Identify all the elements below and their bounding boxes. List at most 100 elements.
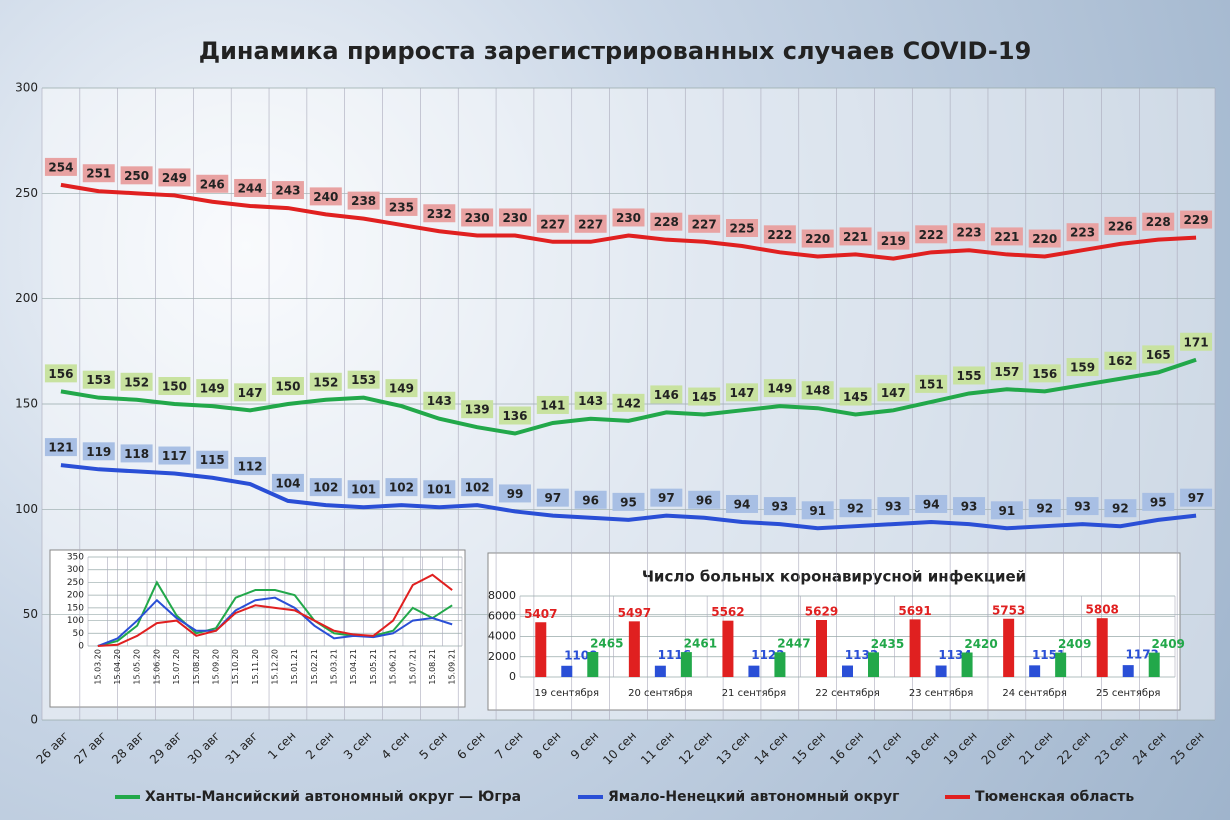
x-tick-label: 25 сентября bbox=[1096, 688, 1160, 699]
y-tick-label: 250 bbox=[67, 578, 84, 588]
value-label: 220 bbox=[805, 232, 830, 246]
value-label: 92 bbox=[847, 502, 864, 516]
value-label: 230 bbox=[502, 211, 527, 225]
series-line bbox=[97, 596, 453, 647]
x-tick-label: 12 сен bbox=[676, 729, 715, 768]
value-label-box bbox=[1066, 223, 1099, 242]
bar bbox=[842, 665, 853, 677]
x-tick-label: 22 сентября bbox=[815, 688, 879, 699]
value-label: 93 bbox=[772, 500, 789, 514]
value-label: 2465 bbox=[590, 637, 623, 651]
value-label: 95 bbox=[1150, 495, 1167, 509]
value-label: 115 bbox=[200, 453, 225, 467]
series-line bbox=[97, 580, 453, 647]
bar bbox=[587, 652, 599, 677]
x-tick-label: 13 сен bbox=[714, 729, 753, 768]
value-label: 229 bbox=[1184, 213, 1209, 227]
value-label-box bbox=[877, 231, 910, 250]
value-label: 96 bbox=[582, 493, 599, 507]
value-label-box bbox=[461, 208, 494, 227]
value-label-box bbox=[1028, 229, 1061, 248]
x-tick-label: 15.06.20 bbox=[152, 649, 161, 685]
value-label-box bbox=[158, 168, 191, 187]
x-tick-label: 15.09.20 bbox=[211, 649, 220, 685]
value-label: 2435 bbox=[871, 637, 904, 651]
value-label: 143 bbox=[578, 394, 603, 408]
value-label-box bbox=[385, 478, 418, 497]
value-label: 2447 bbox=[777, 637, 810, 651]
value-label-box bbox=[423, 391, 456, 410]
value-label-box bbox=[347, 480, 380, 499]
value-label-box bbox=[574, 391, 607, 410]
value-label-box bbox=[612, 393, 645, 412]
y-tick-label: 150 bbox=[15, 397, 38, 411]
value-label: 226 bbox=[1108, 219, 1133, 233]
value-label-box bbox=[574, 490, 607, 509]
value-label: 91 bbox=[809, 504, 826, 518]
bar bbox=[909, 619, 921, 677]
value-label-box bbox=[271, 377, 304, 395]
value-label-box bbox=[1066, 358, 1099, 377]
value-label: 244 bbox=[238, 181, 263, 195]
value-label-box bbox=[801, 229, 834, 248]
value-label-box bbox=[953, 223, 986, 242]
value-label-box bbox=[650, 385, 683, 404]
value-label-box bbox=[271, 181, 304, 200]
bar bbox=[1029, 665, 1041, 677]
value-label-box bbox=[839, 387, 872, 406]
x-tick-label: 27 авг bbox=[71, 729, 109, 767]
value-label: 92 bbox=[1112, 502, 1129, 516]
value-label-box bbox=[612, 492, 645, 511]
value-label-box bbox=[1104, 216, 1137, 235]
value-label: 102 bbox=[465, 481, 490, 495]
value-label-box bbox=[309, 478, 342, 497]
value-label-box bbox=[688, 387, 721, 406]
value-label: 221 bbox=[843, 230, 868, 244]
value-label-box bbox=[461, 478, 494, 497]
y-tick-label: 6000 bbox=[488, 609, 516, 622]
x-tick-label: 15.01.21 bbox=[290, 649, 299, 685]
value-label-box bbox=[990, 362, 1023, 381]
x-tick-label: 21 сен bbox=[1016, 729, 1055, 768]
value-label: 147 bbox=[729, 386, 754, 400]
value-label: 99 bbox=[507, 487, 524, 501]
value-label: 230 bbox=[465, 211, 490, 225]
value-label-box bbox=[1142, 492, 1175, 511]
value-label-box bbox=[953, 497, 986, 516]
value-label-box bbox=[44, 157, 77, 176]
x-tick-label: 19 сен bbox=[941, 729, 980, 768]
value-label: 5808 bbox=[1086, 603, 1119, 617]
bar bbox=[774, 652, 786, 677]
y-tick-label: 150 bbox=[67, 603, 84, 613]
value-label-box bbox=[536, 395, 569, 414]
value-label: 145 bbox=[843, 390, 868, 404]
value-label-box bbox=[574, 214, 607, 233]
value-label: 2461 bbox=[684, 637, 717, 651]
value-label-box bbox=[234, 383, 267, 402]
value-label-box bbox=[82, 442, 115, 461]
value-label: 159 bbox=[1070, 361, 1095, 375]
legend-label: Тюменская область bbox=[975, 789, 1134, 805]
value-label: 5753 bbox=[992, 603, 1025, 617]
value-label: 152 bbox=[313, 375, 338, 389]
value-label-box bbox=[309, 187, 342, 206]
y-tick-label: 200 bbox=[15, 291, 38, 305]
value-label: 142 bbox=[616, 396, 641, 410]
value-label-box bbox=[650, 488, 683, 507]
x-tick-label: 31 авг bbox=[223, 729, 261, 767]
value-label-box bbox=[196, 379, 229, 398]
value-label: 104 bbox=[275, 476, 300, 490]
value-label-box bbox=[120, 166, 153, 185]
value-label-box bbox=[82, 164, 115, 183]
value-label: 171 bbox=[1184, 335, 1209, 349]
x-tick-label: 2 сен bbox=[303, 729, 336, 762]
value-label-box bbox=[423, 204, 456, 223]
value-label-box bbox=[461, 400, 494, 419]
value-label-box bbox=[120, 372, 153, 391]
value-label: 227 bbox=[540, 217, 565, 231]
bar bbox=[1122, 665, 1134, 677]
x-tick-label: 22 сен bbox=[1054, 729, 1093, 768]
x-tick-label: 1 сен bbox=[265, 729, 298, 762]
value-label: 156 bbox=[48, 367, 73, 381]
